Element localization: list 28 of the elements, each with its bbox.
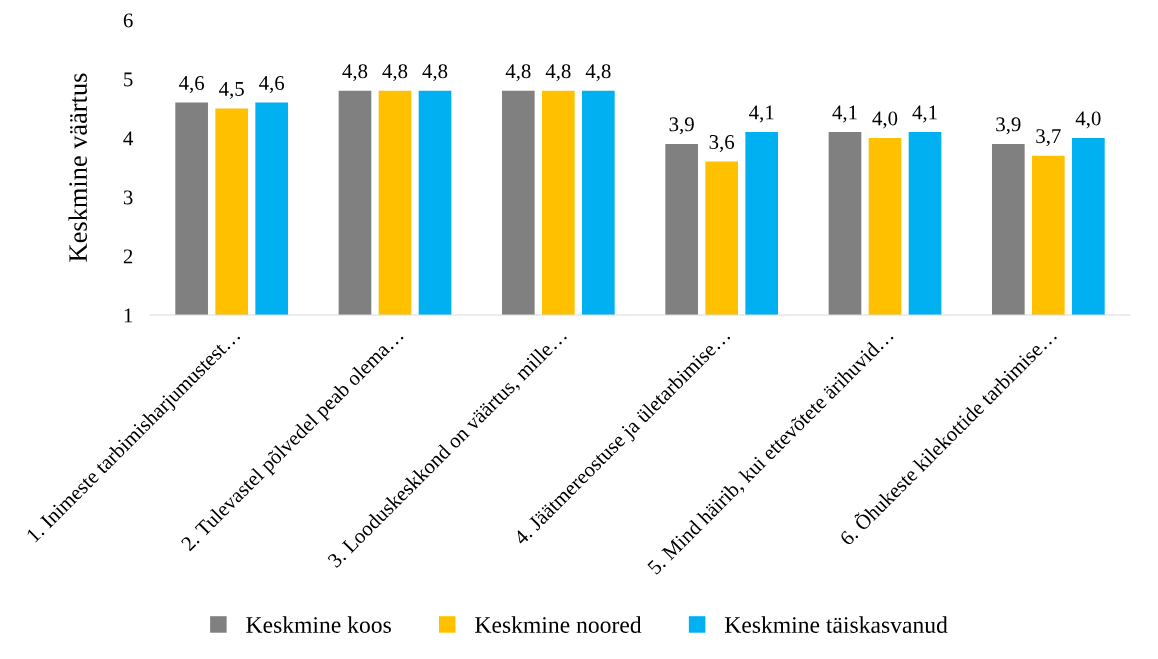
data-label: 4,8 [422,64,448,82]
data-label: 4,1 [749,105,774,123]
data-label: 3,7 [1036,129,1061,147]
y-axis-title: Keskmine väärtus [68,73,87,262]
y-tick-label: 1 [124,308,133,323]
data-label: 4,8 [545,64,571,82]
data-label: 4,8 [505,64,531,82]
legend-label: Keskmine noored [475,616,642,633]
legend-label: Keskmine koos [246,616,391,633]
data-label: 4,1 [832,105,857,123]
data-label: 4,8 [585,64,611,82]
data-label: 4,8 [342,64,368,82]
y-tick-label: 2 [123,249,133,264]
data-label: 3,9 [669,117,694,135]
data-label: 3,9 [996,117,1021,135]
data-label: 4,8 [382,64,408,82]
data-label: 4,0 [1075,111,1101,129]
data-label: 4,1 [912,105,937,123]
y-tick-label: 4 [123,131,134,146]
y-tick-label: 5 [124,72,133,87]
legend-label: Keskmine täiskasvanud [724,616,948,633]
data-label: 4,5 [219,82,244,99]
y-tick-label: 3 [123,190,133,205]
data-label: 4,6 [259,76,285,94]
data-label: 3,6 [709,135,735,153]
data-label: 4,6 [179,76,205,94]
data-label: 4,0 [872,111,898,129]
y-tick-label: 6 [123,13,133,28]
